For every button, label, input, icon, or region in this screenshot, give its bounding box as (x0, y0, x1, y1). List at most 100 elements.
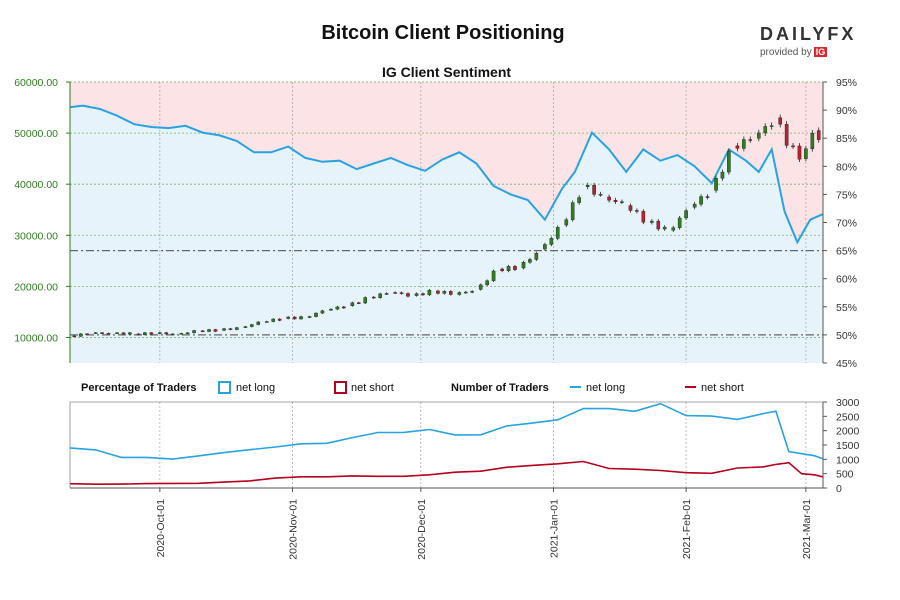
candle-body (705, 196, 710, 198)
candle-body (478, 284, 483, 290)
candle-body (121, 332, 126, 335)
candle-body (72, 335, 77, 338)
candle-body (414, 293, 419, 296)
price-tick-label: 50000.00 (14, 128, 58, 140)
candle-body (329, 308, 333, 311)
candle-body (485, 280, 489, 286)
traders-tick-label: 1500 (836, 440, 860, 452)
candle-body (598, 194, 603, 196)
candle-body (555, 227, 560, 239)
candle-body (143, 332, 147, 335)
candle-body (436, 290, 440, 294)
candle-body (513, 266, 517, 270)
candle-body (256, 321, 261, 325)
candle-body (570, 202, 575, 220)
candle-body (816, 130, 821, 140)
candle-body (235, 327, 239, 330)
candle-body (421, 293, 425, 296)
candle-body (714, 178, 718, 191)
x-tick-label: 2020-Oct-01 (155, 499, 167, 558)
price-tick-label: 20000.00 (14, 281, 58, 293)
candle-body (371, 296, 376, 299)
candle-body (650, 220, 654, 223)
sentiment-tick-label: 80% (836, 161, 857, 173)
candle-body (179, 333, 184, 335)
candle-body (100, 332, 104, 334)
candle-body (757, 132, 761, 139)
sentiment-tick-label: 75% (836, 189, 857, 201)
candle-body (320, 310, 325, 314)
candle-body (185, 332, 190, 335)
candle-body (427, 289, 432, 296)
sentiment-tick-label: 65% (836, 246, 857, 258)
candle-body (549, 238, 554, 245)
candle-body (399, 292, 404, 294)
candle-body (286, 316, 290, 319)
price-tick-label: 10000.00 (14, 332, 58, 344)
candle-body (656, 220, 661, 230)
candle-body (635, 210, 639, 212)
net-long-area (70, 105, 823, 363)
sentiment-tick-label: 45% (836, 358, 857, 370)
candle-body (592, 185, 596, 195)
candle-body (692, 203, 697, 208)
candle-body (350, 302, 355, 306)
price-tick-label: 40000.00 (14, 179, 58, 191)
candle-body (735, 145, 740, 149)
logo-provided-by: provided by IG (760, 47, 870, 58)
legend-num-short: net short (701, 382, 744, 394)
candle-body (158, 332, 162, 334)
candle-body (115, 332, 119, 334)
candle-body (299, 316, 303, 320)
legend-num-title: Number of Traders (451, 382, 549, 394)
traders-tick-label: 500 (836, 469, 854, 481)
sentiment-tick-label: 85% (836, 133, 857, 145)
panel-title: IG Client Sentiment (382, 64, 511, 80)
logo-provided-text: provided by (760, 47, 812, 58)
candle-body (491, 270, 496, 281)
candle-body (85, 333, 89, 336)
candle-body (769, 125, 774, 127)
candle-body (804, 148, 808, 159)
candle-body (577, 197, 581, 203)
legend-pct-long: net long (236, 382, 275, 394)
candle-body (384, 293, 389, 295)
candle-body (742, 139, 746, 149)
candle-body (506, 266, 511, 272)
dailyfx-logo: DAILYFX provided by IG (760, 24, 870, 64)
candle-body (620, 201, 624, 203)
candle-body (720, 171, 725, 179)
x-tick-label: 2021-Feb-01 (681, 499, 693, 559)
sentiment-tick-label: 60% (836, 274, 857, 286)
candle-body (671, 227, 676, 231)
candle-body (791, 145, 795, 148)
price-tick-label: 60000.00 (14, 77, 58, 89)
sentiment-tick-label: 50% (836, 330, 857, 342)
candle-body (534, 253, 539, 260)
x-tick-label: 2020-Dec-01 (416, 499, 428, 560)
candle-body (564, 219, 569, 226)
candle-body (470, 291, 474, 293)
candle-body (271, 318, 276, 322)
candle-body (222, 328, 226, 331)
candle-body (378, 293, 382, 298)
candle-body (442, 291, 447, 294)
candle-body (356, 302, 361, 304)
net-long-pct-line (69, 104, 824, 245)
candle-body (207, 329, 211, 332)
candle-body (778, 117, 783, 125)
legend-swatch-short (334, 381, 347, 394)
candle-body (662, 226, 667, 230)
chart-title: Bitcoin Client Positioning (321, 22, 565, 44)
candle-body (585, 185, 590, 187)
candle-body (149, 332, 154, 335)
candle-body (106, 332, 111, 335)
candle-body (699, 196, 703, 205)
candle-body (213, 329, 218, 332)
price-tick-label: 30000.00 (14, 230, 58, 242)
traders-tick-label: 3000 (836, 397, 860, 409)
candle-body (448, 291, 453, 295)
candle-body (164, 332, 169, 335)
candle-body (136, 333, 141, 336)
